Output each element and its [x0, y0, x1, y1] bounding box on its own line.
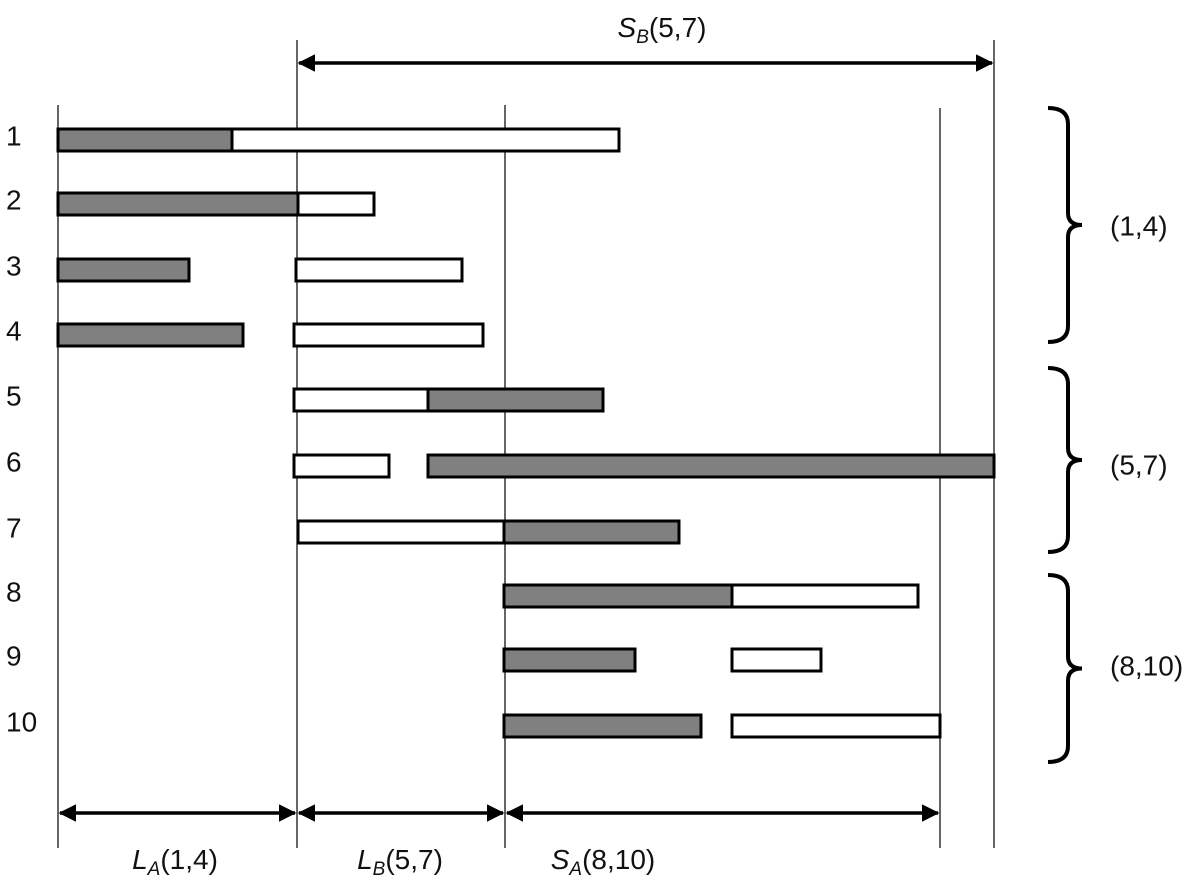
gray-bar: [426, 453, 996, 479]
group-label: (8,10): [1110, 650, 1183, 681]
arguments: (5,7): [649, 12, 707, 43]
arguments: (8,10): [582, 844, 655, 875]
labels: 12345678910(1,4)(5,7)(8,10)SB(5,7)LA(1,4…: [6, 12, 1183, 880]
white-bar: [292, 453, 391, 479]
gray-bar: [56, 257, 191, 283]
subscript: A: [147, 859, 161, 880]
gray-bar: [56, 322, 245, 348]
row-label: 1: [6, 120, 22, 151]
gray-bar: [502, 519, 681, 545]
arguments: (1,4): [160, 844, 218, 875]
white-bar: [296, 191, 376, 217]
annotation: SA(8,10): [551, 844, 656, 880]
row-label: 3: [6, 250, 22, 281]
group-label: (1,4): [1110, 210, 1168, 241]
row-label: 9: [6, 640, 22, 671]
white-bar: [230, 127, 621, 153]
bars: [56, 127, 996, 739]
symbol: S: [551, 844, 570, 875]
white-bar: [730, 647, 823, 673]
white-bar: [292, 387, 430, 413]
subscript: B: [636, 27, 649, 48]
row-label: 5: [6, 380, 22, 411]
row-label: 4: [6, 315, 22, 346]
subscript: A: [568, 859, 582, 880]
row-label: 8: [6, 576, 22, 607]
symbol: L: [357, 844, 373, 875]
symbol: L: [132, 844, 148, 875]
white-bar: [294, 257, 464, 283]
brace: [1047, 573, 1083, 764]
white-bar: [730, 713, 942, 739]
row-label: 7: [6, 512, 22, 543]
arguments: (5,7): [385, 844, 443, 875]
gray-bar: [502, 583, 734, 609]
group-label: (5,7): [1110, 449, 1168, 480]
white-bar: [292, 322, 485, 348]
annotation: LA(1,4): [132, 844, 218, 880]
white-bar: [296, 519, 506, 545]
white-bar: [730, 583, 920, 609]
row-label: 10: [6, 706, 37, 737]
gray-bar: [502, 713, 703, 739]
gray-bar: [56, 127, 234, 153]
row-label: 6: [6, 446, 22, 477]
row-label: 2: [6, 184, 22, 215]
subscript: B: [373, 859, 386, 880]
brace: [1047, 366, 1083, 554]
gray-bar: [502, 647, 637, 673]
brace: [1047, 106, 1083, 344]
gray-bar: [56, 191, 300, 217]
gray-bar: [426, 387, 605, 413]
annotation: LB(5,7): [357, 844, 443, 880]
annotation: SB(5,7): [618, 12, 707, 48]
symbol: S: [618, 12, 637, 43]
